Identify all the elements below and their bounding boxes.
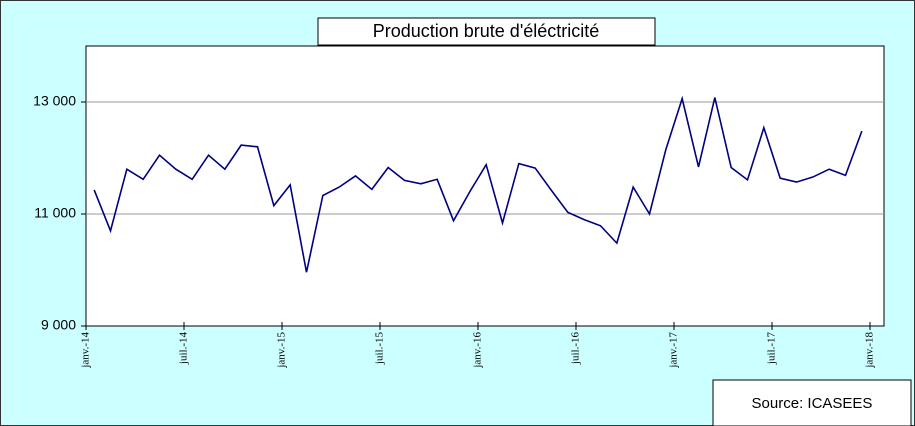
y-tick-label: 13 000: [33, 93, 76, 109]
data-line: [93, 95, 863, 273]
x-tick-label: janv.-15: [276, 332, 288, 369]
y-tick-label: 11 000: [34, 205, 76, 221]
x-tick-label: juil.-16: [570, 332, 582, 366]
source-box: [712, 379, 912, 426]
plot-area: [85, 45, 885, 327]
x-tick-label: juil.-14: [178, 332, 190, 366]
x-tick-label: janv.-16: [472, 332, 484, 369]
chart-title: Production brute d'éléctricité: [373, 21, 600, 41]
x-tick-label: juil.-15: [374, 332, 386, 366]
y-tick-label: 9 000: [41, 317, 76, 333]
x-tick-label: janv.-18: [864, 332, 876, 369]
x-tick-label: janv.-17: [668, 332, 680, 369]
x-tick-label: juil.-17: [766, 332, 778, 366]
x-tick-label: janv.-14: [80, 332, 92, 369]
title-box: [317, 17, 656, 46]
source: Source: ICASEES: [752, 395, 873, 412]
